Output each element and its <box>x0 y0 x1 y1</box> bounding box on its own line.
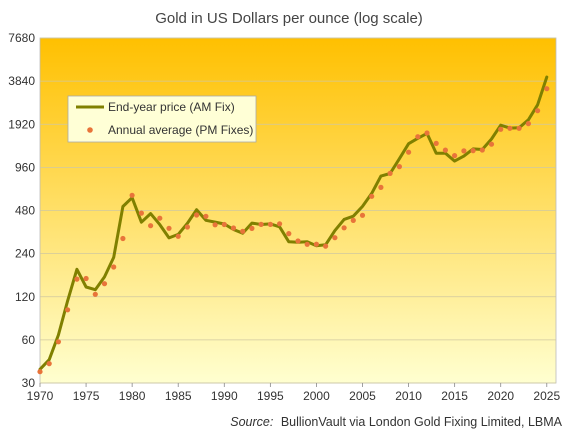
data-point-annual-average <box>83 275 89 282</box>
data-point-annual-average <box>221 221 227 228</box>
x-tick-label: 2020 <box>487 389 514 403</box>
data-point-annual-average <box>92 291 98 297</box>
data-point-annual-average <box>470 148 476 154</box>
legend-label-end-year: End-year price (AM Fix) <box>108 100 235 114</box>
source-text: BullionVault via London Gold Fixing Limi… <box>281 415 563 429</box>
source-note: Source: BullionVault via London Gold Fix… <box>230 415 562 429</box>
data-point-annual-average <box>442 147 448 153</box>
data-point-annual-average <box>240 228 246 234</box>
legend: End-year price (AM Fix) Annual average (… <box>67 95 257 143</box>
y-tick-label: 60 <box>22 333 36 347</box>
y-tick-label: 960 <box>15 160 35 174</box>
x-tick-label: 2025 <box>533 389 560 403</box>
data-point-annual-average <box>350 217 356 223</box>
data-point-annual-average <box>323 243 329 249</box>
x-tick-label: 1970 <box>27 389 54 403</box>
legend-box <box>67 95 257 143</box>
data-point-annual-average <box>479 147 485 153</box>
data-point-annual-average <box>507 125 513 131</box>
data-point-annual-average <box>516 125 522 131</box>
data-point-annual-average <box>332 235 338 241</box>
data-point-annual-average <box>111 264 117 270</box>
y-tick-label: 120 <box>15 290 35 304</box>
data-point-annual-average <box>452 153 458 159</box>
data-point-annual-average <box>415 134 421 140</box>
data-point-annual-average <box>203 213 209 219</box>
data-point-annual-average <box>194 212 200 218</box>
data-point-annual-average <box>396 164 402 170</box>
data-point-annual-average <box>129 192 135 198</box>
data-point-annual-average <box>341 225 347 231</box>
legend-marker-swatch <box>87 127 93 133</box>
x-tick-label: 1985 <box>165 389 192 403</box>
data-point-annual-average <box>148 223 154 229</box>
data-point-annual-average <box>387 170 393 176</box>
y-axis: 30 60 120 240 480 960 1920 3840 7680 <box>8 31 35 390</box>
x-tick-label: 2000 <box>303 389 330 403</box>
data-point-annual-average <box>378 184 384 190</box>
y-tick-label: 1920 <box>8 117 35 131</box>
data-point-annual-average <box>359 212 366 218</box>
data-point-annual-average <box>406 149 412 155</box>
data-point-annual-average <box>166 225 172 231</box>
y-tick-label: 30 <box>22 376 36 390</box>
data-point-annual-average <box>230 225 237 231</box>
data-point-annual-average <box>212 222 218 228</box>
data-point-annual-average <box>258 221 264 227</box>
series-line-end-year-price <box>38 75 549 371</box>
data-point-annual-average <box>304 241 310 247</box>
data-point-annual-average <box>65 307 71 313</box>
data-point-annual-average <box>37 369 43 375</box>
x-tick-label: 1990 <box>211 389 238 403</box>
x-axis: 1970 1975 1980 1985 1990 1995 2000 2005 2010 2015… <box>27 383 560 403</box>
x-tick-label: 1975 <box>73 389 100 403</box>
data-point-annual-average <box>369 193 375 199</box>
data-point-annual-average <box>120 235 126 242</box>
grid-lines <box>40 37 556 384</box>
data-point-annual-average <box>461 148 467 154</box>
y-tick-label: 3840 <box>8 74 35 88</box>
x-tick-label: 2010 <box>395 389 422 403</box>
x-tick-label: 1995 <box>257 389 284 403</box>
data-point-annual-average <box>46 361 52 367</box>
data-point-annual-average <box>55 339 62 345</box>
data-point-annual-average <box>138 210 144 216</box>
y-tick-label: 7680 <box>8 31 35 45</box>
data-point-annual-average <box>424 130 430 136</box>
x-tick-label: 2015 <box>441 389 468 403</box>
y-tick-label: 240 <box>15 247 35 261</box>
data-point-annual-average <box>544 86 550 92</box>
data-point-annual-average <box>525 121 532 127</box>
data-point-annual-average <box>74 276 80 282</box>
series-layer <box>37 75 550 375</box>
legend-label-annual-average: Annual average (PM Fixes) <box>108 123 253 137</box>
x-tick-label: 1980 <box>119 389 146 403</box>
data-point-annual-average <box>295 238 301 244</box>
data-point-annual-average <box>277 221 283 227</box>
data-point-annual-average <box>313 241 319 247</box>
y-tick-label: 480 <box>15 204 35 218</box>
data-point-annual-average <box>267 221 273 227</box>
data-point-annual-average <box>175 233 181 239</box>
data-point-annual-average <box>498 126 504 132</box>
data-point-annual-average <box>157 215 163 221</box>
data-point-annual-average <box>535 108 541 114</box>
chart-title: Gold in US Dollars per ounce (log scale) <box>155 10 423 27</box>
x-tick-label: 2005 <box>349 389 376 403</box>
data-point-annual-average <box>101 281 108 287</box>
data-point-annual-average <box>249 225 255 231</box>
data-point-annual-average <box>184 224 190 230</box>
data-point-annual-average <box>286 231 292 237</box>
data-point-annual-average <box>433 140 439 146</box>
data-point-annual-average <box>488 141 495 147</box>
source-prefix: Source: <box>230 415 273 429</box>
